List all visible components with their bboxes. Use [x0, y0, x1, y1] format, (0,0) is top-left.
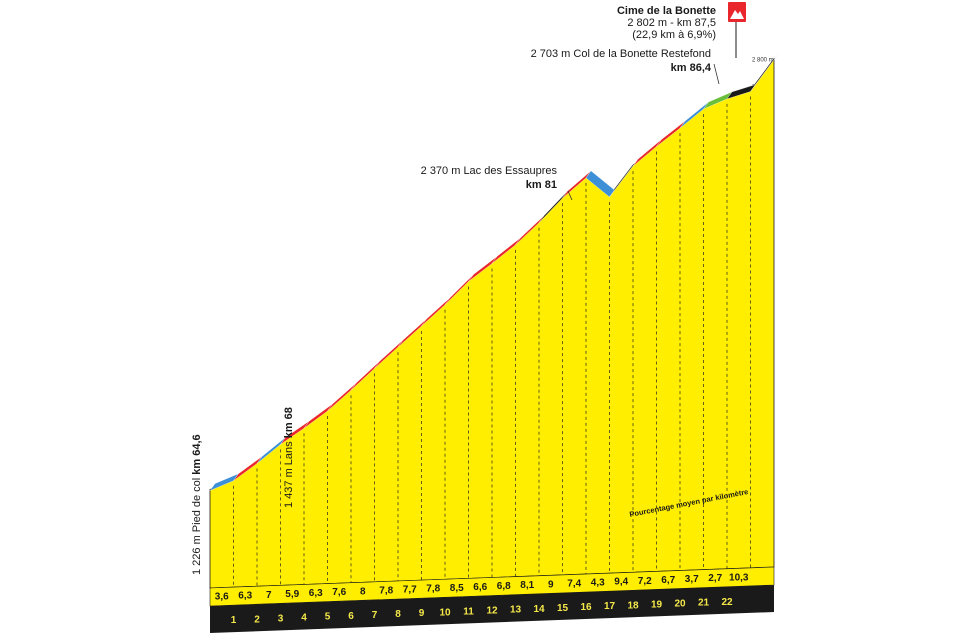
- km-number-21: 21: [698, 598, 710, 609]
- annotation-start-alt: 1 226 m Pied de col: [191, 475, 203, 575]
- km-number-3: 3: [278, 613, 284, 624]
- km-number-9: 9: [419, 608, 425, 619]
- y-tick-2800: 2 800 m: [752, 57, 774, 63]
- base-strip: [210, 585, 774, 633]
- summit-flag-icon: [728, 2, 746, 22]
- annotation-summit-line1: 2 802 m - km 87,5: [627, 17, 716, 29]
- grade-label-1: 3,6: [215, 592, 229, 603]
- km-number-14: 14: [533, 604, 545, 615]
- km-number-16: 16: [580, 602, 592, 613]
- grade-labels: 3,6 6,3 7 5,9 6,3 7,6 8 7,8 7,7 7,8 8,5 6,6 6,8 8,1 9 7…: [215, 572, 749, 602]
- km-number-5: 5: [325, 612, 331, 623]
- km-number-10: 10: [439, 607, 451, 618]
- grade-label-17: 4,3: [591, 578, 605, 589]
- annotation-essaupres-alt: 2 370 m Lac des Essaupres: [421, 165, 558, 177]
- km-number-18: 18: [627, 600, 639, 611]
- grade-label-9: 7,7: [403, 585, 417, 596]
- grade-label-23: 10,3: [729, 572, 749, 583]
- grade-label-19: 7,2: [638, 576, 652, 587]
- km-number-2: 2: [254, 614, 260, 625]
- leader-essaupres: [567, 190, 573, 201]
- annotation-restefond-alt: 2 703 m Col de la Bonette Restefond: [531, 48, 711, 60]
- grade-label-14: 8,1: [520, 580, 534, 591]
- grade-band: [209, 566, 775, 607]
- grade-label-18: 9,4: [614, 577, 628, 588]
- grade-label-5: 6,3: [309, 588, 323, 599]
- annotation-summit-line2: (22,9 km à 6,9%): [632, 29, 716, 41]
- grade-label-4: 5,9: [285, 589, 299, 600]
- km-number-6: 6: [348, 611, 354, 622]
- grade-label-12: 6,6: [473, 582, 487, 593]
- grade-label-21: 3,7: [685, 574, 699, 585]
- grade-label-10: 7,8: [426, 584, 440, 595]
- km-gridlines: [233, 96, 751, 588]
- km-number-15: 15: [557, 603, 569, 614]
- km-number-1: 1: [231, 615, 237, 626]
- grade-label-15: 9: [548, 579, 554, 590]
- km-number-22: 22: [721, 597, 733, 608]
- grade-label-11: 8,5: [450, 583, 464, 594]
- annotation-lans-km: km 68: [283, 407, 295, 438]
- km-number-12: 12: [486, 606, 498, 617]
- km-number-7: 7: [372, 610, 378, 621]
- km-base-strip: 1 2 3 4 5 6 7 8 9 10 11 12 13 14 15 16 17 18 19 20 21 22: [209, 566, 775, 633]
- slope-segment-24: [750, 52, 780, 92]
- annotation-summit-name: Cime de la Bonette: [617, 5, 716, 17]
- grade-label-8: 7,8: [379, 585, 393, 596]
- grade-label-13: 6,8: [497, 581, 511, 592]
- annotation-restefond-km: km 86,4: [671, 62, 712, 74]
- leader-restefond: [713, 63, 720, 85]
- km-number-13: 13: [510, 605, 522, 616]
- annotation-essaupres-km: km 81: [526, 179, 557, 191]
- km-number-20: 20: [674, 599, 686, 610]
- grade-label-20: 6,7: [661, 575, 675, 586]
- annotation-lans-alt: 1 437 m Lans: [283, 438, 295, 508]
- grade-label-6: 7,6: [332, 587, 346, 598]
- km-number-11: 11: [463, 606, 474, 617]
- km-number-19: 19: [651, 599, 663, 610]
- km-number-17: 17: [604, 601, 616, 612]
- km-number-8: 8: [395, 609, 401, 620]
- grade-label-2: 6,3: [238, 591, 252, 602]
- grade-label-3: 7: [266, 590, 272, 601]
- grade-label-22: 2,7: [708, 573, 722, 584]
- annotation-start-km: km 64,6: [191, 434, 203, 474]
- km-number-4: 4: [301, 613, 307, 624]
- profile-line: [209, 52, 780, 491]
- annotation-start: 1 226 m Pied de col km 64,6: [191, 434, 203, 575]
- annotation-lans: 1 437 m Lans km 68: [283, 407, 295, 508]
- grade-label-16: 7,4: [567, 578, 581, 589]
- grade-label-7: 8: [360, 586, 366, 597]
